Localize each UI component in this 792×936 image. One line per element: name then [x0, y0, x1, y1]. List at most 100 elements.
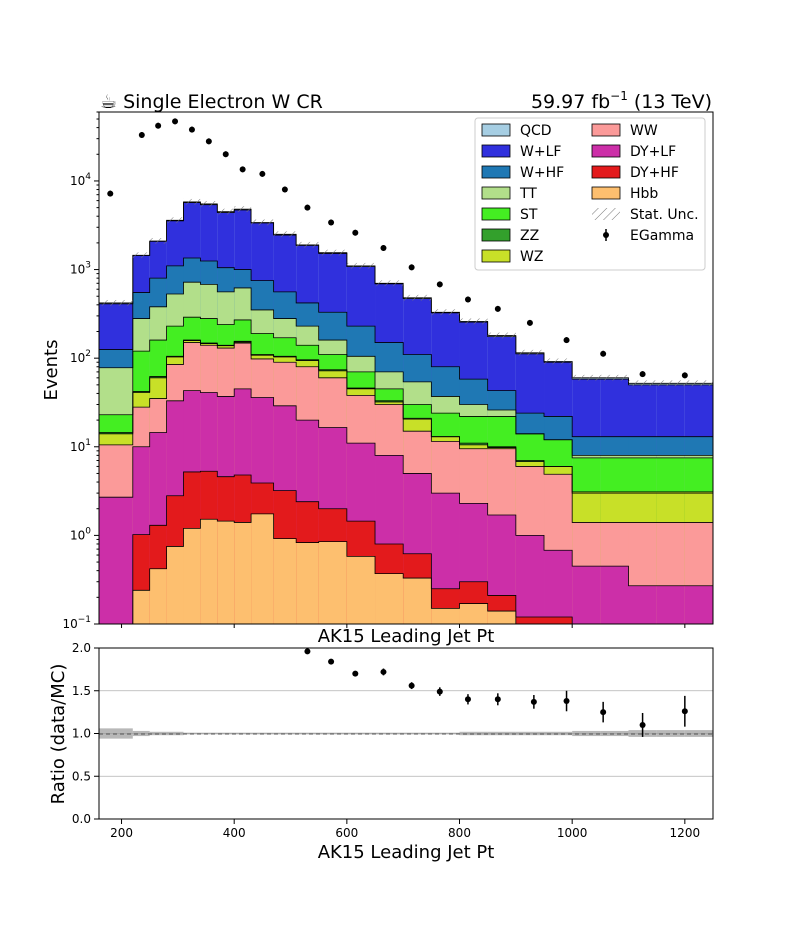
uncertainty-bin [403, 294, 432, 301]
data-point [526, 319, 533, 326]
legend-box [474, 117, 706, 271]
uncertainty-bin [600, 374, 629, 381]
x-tick-label: 800 [448, 826, 471, 840]
legend-swatch [481, 228, 511, 242]
data-point [494, 305, 501, 312]
bin-bar [234, 522, 252, 624]
uncertainty-bin [132, 252, 150, 259]
ratio-band-bin [684, 730, 713, 737]
ratio-point [328, 658, 335, 665]
y-tick-label: 0.0 [72, 812, 91, 826]
bin-bar [318, 541, 347, 624]
ratio-band-bin [200, 732, 218, 735]
bin-bar [200, 519, 218, 624]
series-hbb [132, 513, 516, 624]
bin-bar [217, 521, 235, 624]
data-points [107, 118, 688, 379]
legend-entry-w-hf: W+HF [481, 165, 564, 181]
ratio-point [408, 682, 415, 689]
data-point [464, 296, 471, 303]
bin-bar [431, 608, 460, 624]
ratio-point [600, 709, 607, 716]
legend-swatch [481, 186, 511, 200]
data-point [436, 281, 443, 288]
uncertainty-bin [183, 198, 201, 205]
ratio-point [304, 648, 311, 655]
legend-entry-qcd: QCD [481, 123, 552, 139]
y-tick-label: 100 [70, 526, 91, 542]
x-tick-label: 1200 [670, 826, 701, 840]
bin-bar [346, 556, 376, 624]
ratio-point [530, 698, 537, 705]
main-plot-frame [98, 111, 714, 625]
legend-entry-zz: ZZ [481, 228, 539, 244]
ratio-point [639, 721, 646, 728]
y-tick-label: 103 [70, 261, 91, 277]
data-point [205, 138, 212, 145]
bin-bar [544, 616, 573, 624]
legend-label: Hbb [630, 186, 658, 202]
y-tick-label: 1.0 [72, 727, 91, 741]
ratio-band-bin [544, 731, 573, 736]
uncertainty-bin [684, 380, 713, 387]
main-y-axis-label: Events [41, 340, 62, 401]
legend: QCD W+LF W+HF TT ST ZZ WZ WW DY+LF DY+HF Hbb Stat. … [474, 117, 706, 271]
ratio-data-points [304, 648, 688, 737]
legend-entry-dy-lf: DY+LF [591, 144, 676, 160]
uncertainty-bin [628, 380, 657, 387]
legend-entry-stat-unc-: Stat. Unc. [592, 207, 699, 223]
stat-uncertainty-hatch [99, 198, 713, 387]
bin-bar [544, 550, 573, 624]
uncertainty-bin [99, 299, 133, 306]
ratio-band-bin [166, 731, 184, 736]
bin-bar [132, 590, 150, 624]
legend-label: DY+HF [630, 165, 679, 181]
bin-bar [99, 497, 133, 624]
ratio-x-axis-label: AK15 Leading Jet Pt [318, 842, 495, 863]
legend-entry-wz: WZ [481, 249, 543, 265]
y-tick-label: 2.0 [72, 641, 91, 655]
legend-entry-hbb: Hbb [591, 186, 658, 202]
uncertainty-bin [459, 318, 488, 325]
legend-label: WZ [520, 249, 543, 265]
data-point [304, 204, 311, 211]
bin-bar [628, 585, 657, 624]
bin-bar [296, 542, 319, 624]
uncertainty-bin [149, 238, 167, 244]
bin-bar [273, 538, 297, 624]
legend-entry-ww: WW [591, 123, 658, 139]
data-point [681, 372, 688, 379]
uncertainty-bin [572, 374, 601, 381]
bin-bar [600, 566, 629, 624]
ratio-point [352, 670, 359, 677]
y-tick-label: 1.5 [72, 684, 91, 698]
legend-label: ST [520, 207, 538, 223]
data-point [107, 190, 114, 197]
uncertainty-bin [200, 200, 218, 207]
data-point [172, 118, 179, 125]
region-label: ☕ Single Electron W CR [100, 91, 323, 113]
legend-label: EGamma [630, 228, 694, 244]
uncertainty-bin [544, 358, 573, 365]
main-histogram-panel: 10−1 100 101 102 103 104 Events [41, 111, 714, 631]
legend-entry-st: ST [481, 207, 538, 223]
ratio-point [464, 696, 471, 703]
data-point [600, 350, 607, 357]
data-point [239, 166, 246, 173]
legend-swatch [591, 144, 621, 158]
data-point [352, 229, 359, 236]
data-point [380, 245, 387, 252]
uncertainty-bin [431, 309, 460, 316]
y-tick-label: 10−1 [62, 615, 91, 631]
bin-bar [166, 546, 184, 624]
data-point [328, 219, 335, 226]
main-x-ticks [121, 624, 686, 628]
y-tick-label: 102 [70, 349, 91, 365]
data-point [281, 186, 288, 193]
legend-swatch [591, 186, 621, 200]
main-y-ticks: 10−1 100 101 102 103 104 [62, 111, 99, 631]
ratio-point [380, 668, 387, 675]
series-outline [99, 513, 713, 624]
y-tick-label: 101 [70, 438, 91, 454]
